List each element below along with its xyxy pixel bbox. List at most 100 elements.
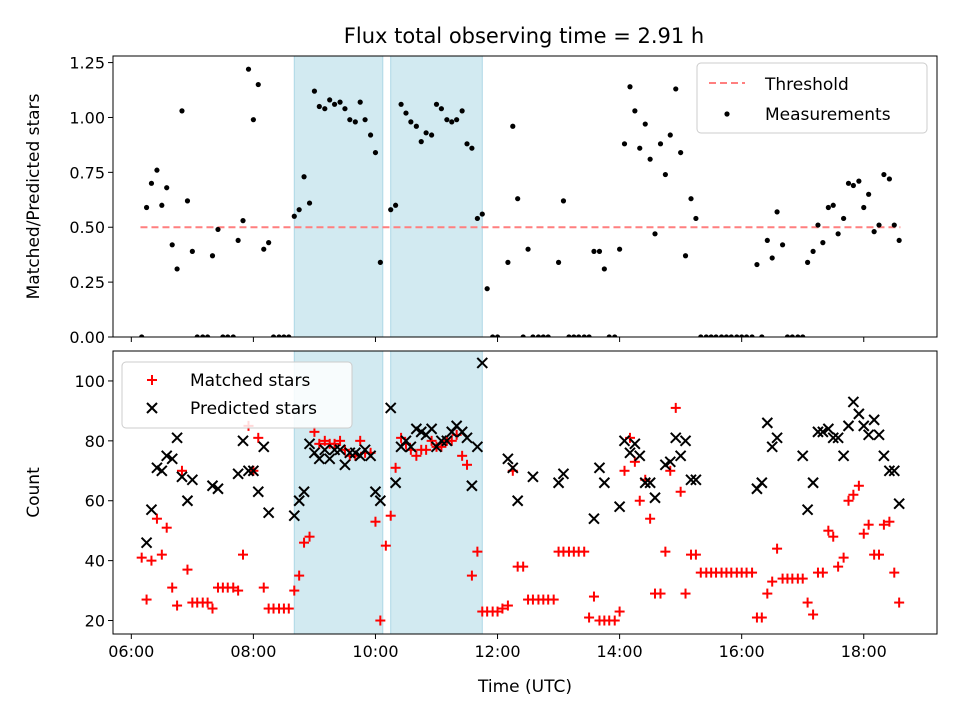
top-series-0-point-87 (596, 248, 603, 254)
bottom-series-1-point-20-b (293, 495, 305, 507)
bottom-series-1-point-83-b (766, 441, 778, 453)
top-series-0-point-75 (530, 334, 536, 337)
top-series-0-point-12 (200, 334, 206, 337)
bottom-series-1-point-36 (374, 495, 387, 507)
bottom-series-0-point-137 (833, 561, 844, 572)
bottom-series-1-point-100 (873, 429, 885, 441)
bottom-series-0-point-29 (283, 603, 294, 614)
bottom-series-1-point-10-b (206, 480, 219, 492)
bottom-series-0-point-89 (588, 591, 599, 602)
xtick-label-6: 18:00 (841, 642, 887, 661)
top-series-0-point-61 (454, 117, 460, 123)
top-legend: Threshold Measurements (696, 62, 928, 134)
bottom-series-1-point-0 (140, 536, 153, 549)
bottom-series-1-point-102-b (883, 465, 896, 477)
top-series-0-point-45 (367, 132, 374, 138)
bottom-series-0-point-59 (436, 441, 447, 452)
bottom-series-1-point-66-b (618, 435, 631, 447)
top-series-0-point-39 (337, 99, 343, 105)
bottom-series-0-point-32 (299, 537, 310, 548)
top-series-0-point-42 (352, 119, 358, 125)
legend-series-0-swatch (147, 375, 157, 385)
top-series-0-point-44 (362, 117, 368, 123)
bottom-series-1-point-25-b (319, 444, 331, 456)
top-series-0-point-141 (871, 229, 877, 235)
bottom-series-0-point-38 (329, 438, 340, 449)
top-series-0-point-36 (322, 106, 328, 112)
top-series-0-point-109 (708, 334, 714, 337)
bottom-series-1-point-77-b (679, 435, 692, 447)
top-series-0-point-17 (225, 334, 231, 337)
bottom-series-1-point-96-b (853, 408, 865, 420)
top-series-0-point-51 (403, 110, 409, 116)
bottom-series-0-point-56 (421, 444, 432, 455)
bottom-series-0-point-2 (146, 555, 157, 566)
bottom-series-1-point-90-b (822, 423, 835, 435)
bottom-series-0-point-125 (772, 543, 783, 554)
bottom-ytick-label-2: 60 (85, 492, 105, 511)
bottom-series-0-point-146 (878, 519, 889, 530)
bottom-series-0-point-9 (182, 564, 193, 575)
bottom-series-1-point-72-b (649, 492, 661, 504)
top-points (139, 66, 902, 337)
bottom-series-1-point-37-b (385, 402, 397, 414)
top-series-0-point-115 (739, 334, 745, 337)
bottom-series-1-point-61 (557, 468, 570, 480)
bottom-series-0-point-61 (446, 435, 457, 446)
bottom-series-0-point-5 (161, 522, 172, 533)
top-series-0-point-80 (560, 198, 567, 204)
bottom-series-1-point-64-b (598, 477, 611, 489)
bottom-series-0-point-132 (808, 609, 819, 620)
top-series-0-point-9 (184, 198, 191, 204)
bottom-series-1-point-33-b (359, 444, 371, 456)
top-axes-frame (112, 55, 938, 338)
top-series-0-point-120 (764, 237, 770, 244)
top-series-0-point-63 (464, 141, 470, 147)
bottom-ytick-label-3: 80 (85, 432, 105, 451)
bottom-series-1-point-100-b (873, 429, 885, 441)
bottom-series-1-point-23-b (308, 447, 321, 459)
top-series-0-point-144 (886, 176, 892, 182)
bottom-series-1-point-98 (862, 429, 875, 441)
bottom-series-0-point-120 (747, 567, 758, 578)
bottom-series-1-point-71-b (644, 477, 656, 489)
bottom-series-0-point-81 (548, 594, 559, 605)
bottom-series-1-point-58-b (511, 495, 524, 507)
legend-series-1-swatch (146, 402, 158, 414)
top-series-0-point-91 (617, 246, 623, 252)
bottom-series-1-point-10 (206, 480, 219, 492)
top-series-0-point-6 (169, 242, 175, 248)
bottom-series-1-point-81 (756, 477, 768, 489)
bottom-series-0-point-109 (690, 549, 701, 560)
bottom-series-0-point-40 (339, 444, 350, 455)
bottom-series-1-point-72 (649, 492, 661, 504)
bottom-series-1-point-12 (232, 468, 244, 480)
bottom-series-1-point-99-b (868, 414, 880, 426)
top-series-0-point-27 (276, 334, 282, 337)
bottom-series-0 (136, 402, 905, 626)
bottom-series-1-point-20 (293, 495, 305, 507)
top-series-0-point-143 (881, 171, 887, 178)
bottom-series-0-point-145 (874, 549, 885, 560)
top-series-0-point-125 (789, 334, 795, 337)
bottom-series-0-point-131 (802, 597, 813, 608)
legend-series-1-label: Predicted stars (190, 399, 317, 419)
bottom-series-1-point-2-b (151, 462, 163, 474)
bottom-series-1-point-26-b (323, 453, 336, 465)
top-series-0-point-90 (612, 334, 618, 337)
bottom-series-1-point-75-b (670, 432, 682, 444)
top-series-0-point-136 (845, 180, 852, 186)
bottom-series-0-point-7 (172, 600, 183, 611)
bottom-series-1-point-70 (639, 477, 651, 489)
top-series-0-point-92 (621, 141, 628, 147)
bottom-series-0-point-93 (609, 615, 620, 626)
top-series-0-point-77 (540, 334, 546, 337)
bottom-series-0-point-34 (309, 426, 320, 437)
top-series-0-point-128 (805, 259, 811, 265)
top-series-0-point-132 (825, 204, 831, 211)
top-series-0-point-146 (896, 237, 902, 244)
bottom-series-1-point-93-b (837, 450, 850, 462)
bottom-series-0-point-147 (884, 516, 895, 527)
top-series-0-point-135 (841, 215, 847, 222)
